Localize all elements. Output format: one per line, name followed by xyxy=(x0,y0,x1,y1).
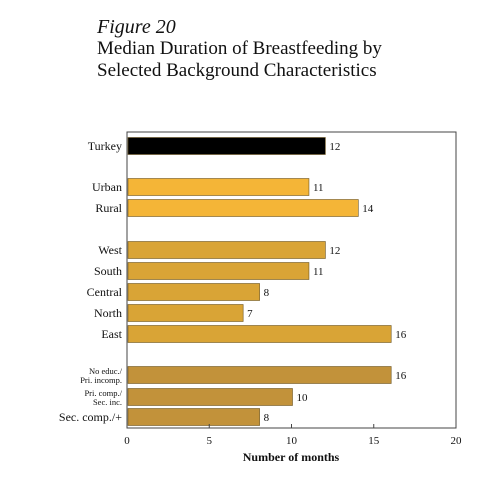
bar-urban xyxy=(127,178,310,196)
bar-east xyxy=(127,325,392,343)
category-label-pri-comp-sec-inc-line-2: Sec. inc. xyxy=(93,397,122,407)
bar-north xyxy=(127,304,244,322)
category-label-rural: Rural xyxy=(95,201,122,215)
category-label-urban: Urban xyxy=(92,180,122,194)
bar-no-educ-pri-incomp xyxy=(127,366,392,384)
chart-title: Median Duration of Breastfeeding by Sele… xyxy=(97,38,382,82)
category-label-central: Central xyxy=(87,285,123,299)
value-label-west: 12 xyxy=(329,245,340,257)
x-tick-label-5: 5 xyxy=(207,435,213,447)
category-label-west: West xyxy=(98,243,122,257)
value-label-north: 7 xyxy=(247,308,253,320)
bar-rural xyxy=(127,199,359,217)
x-tick-label-20: 20 xyxy=(451,435,463,447)
value-label-rural: 14 xyxy=(362,203,374,215)
bar-central xyxy=(127,283,260,301)
value-label-urban: 11 xyxy=(313,182,324,194)
value-label-east: 16 xyxy=(395,329,407,341)
x-tick-label-10: 10 xyxy=(286,435,298,447)
category-label-north: North xyxy=(94,306,122,320)
chart-title-line-2: Selected Background Characteristics xyxy=(97,60,377,81)
category-label-east: East xyxy=(101,327,122,341)
value-label-sec-comp: 8 xyxy=(264,412,270,424)
category-label-sec-comp: Sec. comp./+ xyxy=(59,410,122,424)
value-label-central: 8 xyxy=(264,287,270,299)
value-label-pri-comp-sec-inc: 10 xyxy=(297,392,309,404)
value-label-south: 11 xyxy=(313,266,324,278)
figure-label: Figure 20 xyxy=(97,16,176,38)
chart-title-line-1: Median Duration of Breastfeeding by xyxy=(97,38,382,59)
category-label-pri-comp-sec-inc-line-1: Pri. comp./ xyxy=(84,388,122,398)
category-label-south: South xyxy=(94,264,122,278)
value-label-turkey: 12 xyxy=(329,141,340,153)
x-tick-label-15: 15 xyxy=(368,435,380,447)
bar-turkey xyxy=(127,137,326,155)
x-axis-label: Number of months xyxy=(243,450,340,464)
bar-sec-comp xyxy=(127,408,260,426)
category-label-no-educ-pri-incomp-line-2: Pri. incomp. xyxy=(80,375,122,385)
bar-south xyxy=(127,262,310,280)
value-label-no-educ-pri-incomp: 16 xyxy=(395,370,407,382)
category-label-turkey: Turkey xyxy=(88,139,122,153)
bar-pri-comp-sec-inc xyxy=(127,388,293,406)
x-tick-label-0: 0 xyxy=(124,435,130,447)
category-label-no-educ-pri-incomp-line-1: No educ./ xyxy=(89,366,123,376)
bar-west xyxy=(127,241,326,259)
